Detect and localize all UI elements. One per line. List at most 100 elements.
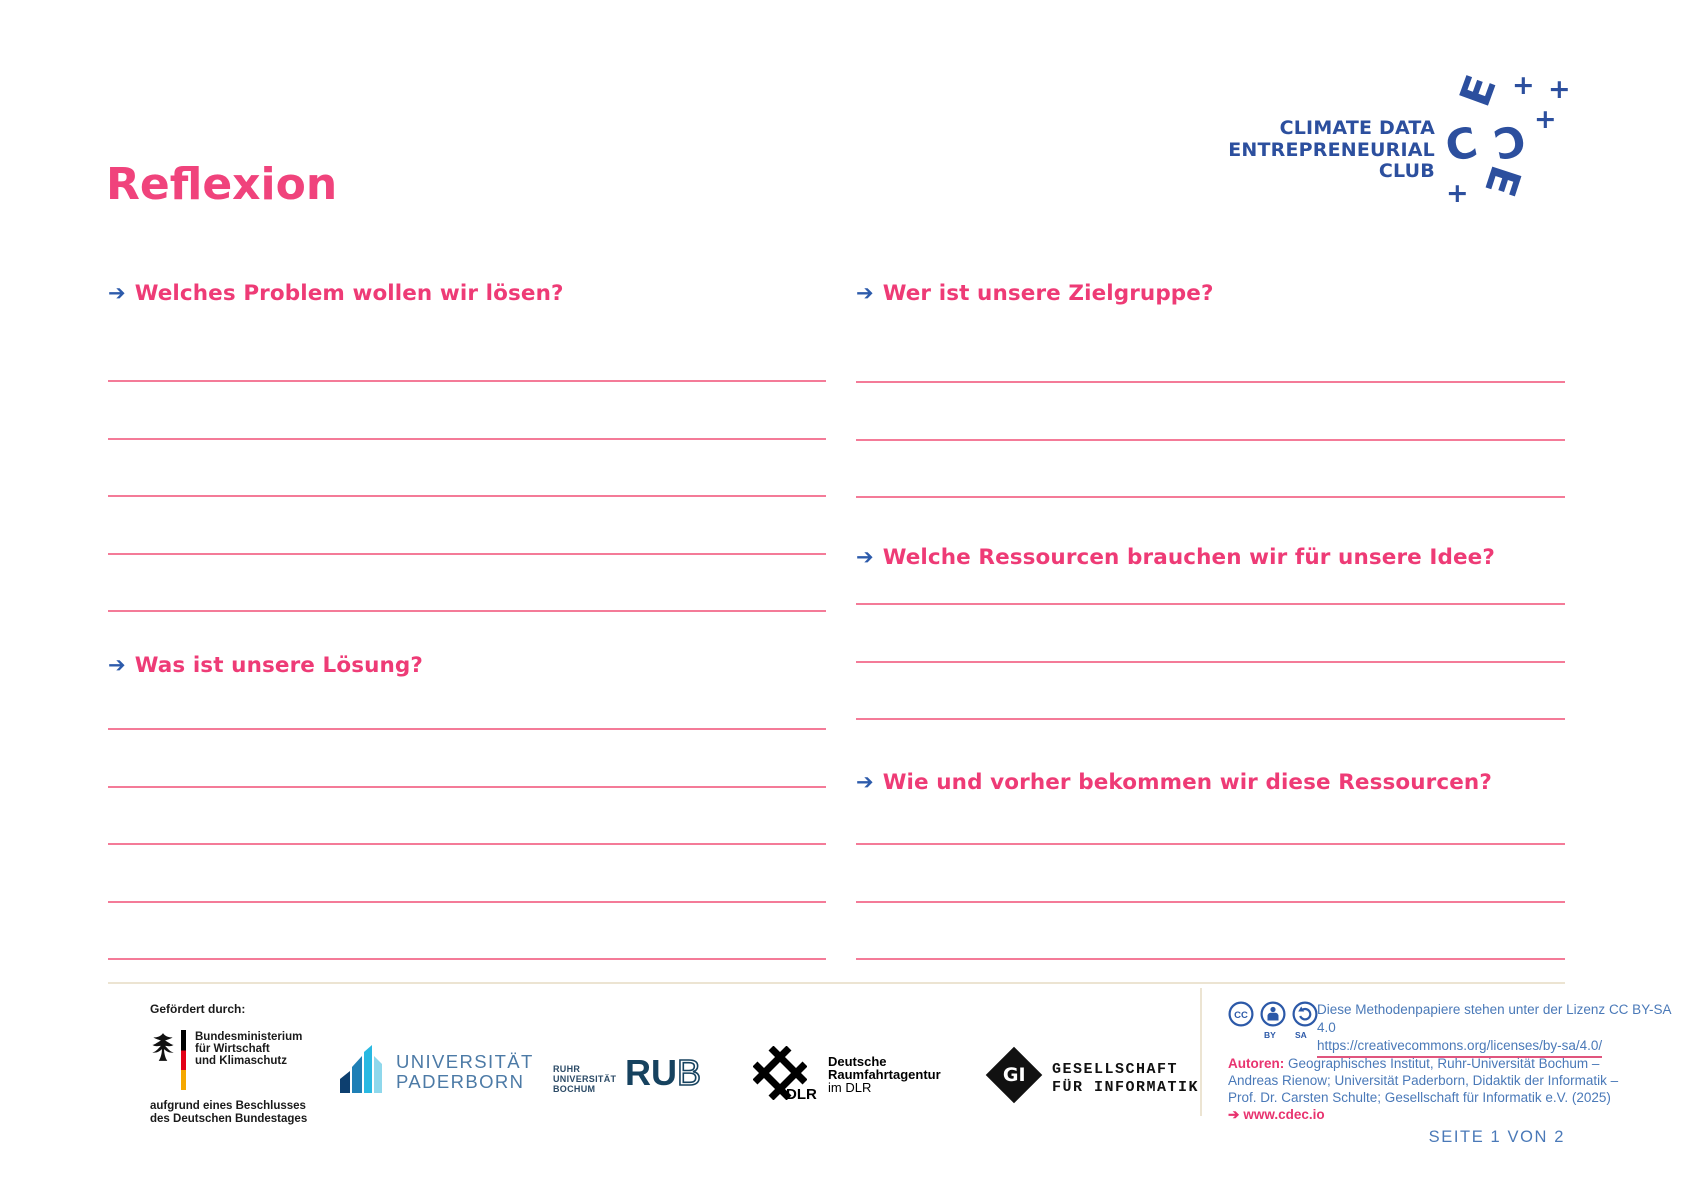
license-statement: Diese Methodenpapiere stehen unter der L…	[1317, 1002, 1671, 1035]
question-block-r1: ➔ Wer ist unsere Zielgruppe?	[856, 281, 1565, 501]
question-text: Wer ist unsere Zielgruppe?	[882, 281, 1214, 306]
dlr-label-text: Deutsche Raumfahrtagentur im DLR	[828, 1055, 941, 1095]
bmwk-label-line: Bundesministerium	[195, 1031, 303, 1043]
cdec-logo-icon: E C C E + + + +	[1441, 69, 1573, 216]
bmwk-logo: Bundesministerium für Wirtschaft und Kli…	[150, 1030, 380, 1094]
gi-mark-letters: GI	[1002, 1063, 1026, 1086]
license-url-link[interactable]: https://creativecommons.org/licenses/by-…	[1317, 1037, 1603, 1058]
answer-lines	[856, 548, 1565, 720]
answer-line	[856, 788, 1565, 845]
answer-line	[108, 903, 826, 960]
cdec-wordmark-line: CLIMATE DATA	[1279, 117, 1435, 139]
gi-label-line: GESELLSCHAFT	[1052, 1061, 1179, 1078]
authors-block: Autoren: Geographisches Institut, Ruhr-U…	[1228, 1056, 1618, 1124]
funding-intro: Gefördert durch:	[150, 1002, 246, 1016]
svg-text:CC: CC	[1234, 1010, 1248, 1021]
question-heading: ➔ Was ist unsere Lösung?	[108, 653, 826, 678]
plus-icon: +	[1548, 74, 1571, 105]
rub-label-line: UNIVERSITÄT	[553, 1074, 617, 1084]
upb-label-line: UNIVERSITÄT	[396, 1051, 534, 1072]
answer-line	[108, 440, 826, 497]
question-block-l2: ➔ Was ist unsere Lösung?	[108, 653, 826, 960]
question-text: Wie und vorher bekommen wir diese Ressou…	[882, 770, 1492, 795]
question-text: Was ist unsere Lösung?	[134, 653, 423, 678]
answer-line	[856, 326, 1565, 383]
dlr-logo-icon	[752, 1045, 808, 1101]
cc-license-icons: CC	[1228, 1001, 1318, 1027]
answer-line	[108, 788, 826, 845]
answer-line	[108, 730, 826, 788]
dlr-mark-label: DLR	[786, 1086, 817, 1103]
cc-sa-label: SA	[1295, 1030, 1307, 1040]
question-block-l1: ➔ Welches Problem wollen wir lösen?	[108, 281, 826, 612]
bmwk-label-line: und Klimaschutz	[195, 1054, 288, 1067]
answer-line	[108, 325, 826, 382]
arrow-icon: ➔	[108, 653, 126, 677]
upb-label: UNIVERSITÄT PADERBORN	[396, 1052, 534, 1091]
flag-stripe-icon	[181, 1030, 186, 1090]
authors-text: Geographisches Institut, Ruhr-Universitä…	[1288, 1056, 1600, 1071]
cc-by-label: BY	[1264, 1030, 1276, 1040]
answer-line	[108, 382, 826, 440]
question-text: Welches Problem wollen wir lösen?	[134, 281, 564, 306]
answer-line	[108, 497, 826, 555]
answer-line	[856, 605, 1565, 663]
answer-line	[108, 555, 826, 612]
page-title: Reflexion	[106, 159, 338, 211]
authors-label: Autoren:	[1228, 1056, 1285, 1071]
license-text: Diese Methodenpapiere stehen unter der L…	[1317, 1001, 1683, 1058]
arrow-icon: ➔	[856, 281, 874, 305]
answer-line	[108, 845, 826, 903]
question-heading: ➔ Welche Ressourcen brauchen wir für unse…	[856, 545, 1565, 570]
question-heading: ➔ Welches Problem wollen wir lösen?	[108, 281, 826, 306]
cdec-wordmark: CLIMATE DATA ENTREPRENEURIAL CLUB	[1228, 117, 1435, 183]
answer-line	[856, 441, 1565, 498]
rub-label-line: BOCHUM	[553, 1084, 596, 1094]
cdec-website-link[interactable]: www.cdec.io	[1243, 1107, 1325, 1123]
upb-logo-icon	[340, 1045, 382, 1093]
cc-sa-icon	[1292, 1001, 1318, 1027]
upb-logo: UNIVERSITÄT PADERBORN	[338, 1043, 548, 1103]
rub-label: RUHR UNIVERSITÄT BOCHUM	[553, 1064, 616, 1094]
cdec-link-row: ➔ www.cdec.io	[1228, 1107, 1618, 1124]
funding-note-line: des Deutschen Bundestages	[150, 1113, 308, 1125]
rub-label-line: RUHR	[553, 1064, 581, 1074]
plus-icon: +	[1446, 178, 1469, 209]
answer-line	[856, 548, 1565, 605]
rub-wordmark: RUB	[625, 1051, 702, 1094]
cdec-wordmark-line: CLUB	[1378, 160, 1435, 182]
bmwk-label: Bundesministerium für Wirtschaft und Kli…	[195, 1031, 303, 1067]
dlr-logo: DLR Deutsche Raumfahrtagentur im DLR	[752, 1045, 953, 1104]
question-block-r3: ➔ Wie und vorher bekommen wir diese Resso…	[856, 770, 1565, 963]
answer-line	[856, 903, 1565, 960]
federal-eagle-icon	[152, 1033, 174, 1061]
question-heading: ➔ Wie und vorher bekommen wir diese Resso…	[856, 770, 1565, 795]
rub-logo: RUHR UNIVERSITÄT BOCHUM RUB	[553, 1051, 723, 1104]
cdec-mark-letter: C	[1441, 117, 1482, 172]
question-block-r2: ➔ Welche Ressourcen brauchen wir für unse…	[856, 545, 1565, 723]
footer-vertical-divider	[1200, 988, 1202, 1116]
cc-by-icon	[1260, 1001, 1286, 1027]
gi-logo-icon: GI	[985, 1046, 1043, 1104]
answer-lines	[856, 326, 1565, 498]
authors-line: Prof. Dr. Carsten Schulte; Gesellschaft …	[1228, 1089, 1611, 1105]
answer-lines	[108, 325, 826, 612]
answer-lines	[108, 673, 826, 960]
dlr-text-line: Raumfahrtagentur	[828, 1066, 941, 1082]
arrow-icon: ➔	[856, 545, 874, 569]
cdec-wordmark-line: ENTREPRENEURIAL	[1228, 138, 1435, 161]
dlr-text-line: im DLR	[828, 1079, 872, 1095]
page-indicator: SEITE 1 VON 2	[1428, 1128, 1565, 1146]
rub-wordmark-bold: RU	[625, 1052, 677, 1093]
authors-line: Andreas Rienow; Universität Paderborn, D…	[1228, 1072, 1619, 1088]
plus-icon: +	[1512, 70, 1535, 101]
cdec-mark-letter: E	[1475, 159, 1531, 203]
rub-wordmark-light: B	[676, 1051, 702, 1094]
answer-lines	[856, 788, 1565, 960]
arrow-icon: ➔	[1228, 1107, 1240, 1123]
arrow-icon: ➔	[108, 281, 126, 305]
upb-label-line: PADERBORN	[396, 1070, 525, 1092]
plus-icon: +	[1534, 104, 1557, 135]
gi-label-line: FÜR INFORMATIK	[1052, 1078, 1200, 1096]
